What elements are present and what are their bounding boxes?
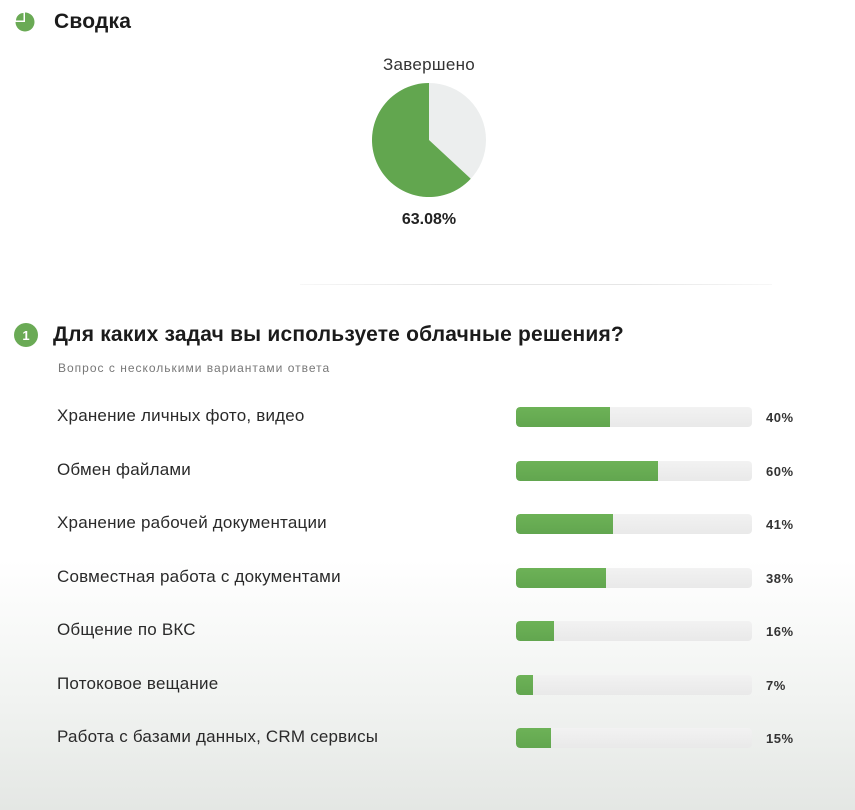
completion-label: Завершено — [382, 55, 476, 74]
answer-percent: 40% — [766, 410, 794, 425]
answer-bar-fill — [516, 514, 613, 534]
answer-bar-fill — [516, 567, 606, 588]
answer-list: Хранение личных фото, видео 40% Обмен фа… — [0, 398, 855, 773]
section-divider — [300, 284, 772, 285]
answer-bar-track — [516, 728, 752, 748]
answer-label: Потоковое вещание — [57, 673, 219, 693]
answer-bar-fill — [516, 407, 611, 427]
completion-percent: 63.08% — [401, 211, 457, 228]
answer-label: Совместная работа с документами — [57, 566, 341, 586]
answer-bar-fill — [516, 460, 658, 481]
answer-label: Хранение рабочей документации — [57, 513, 327, 532]
completion-pie-svg — [372, 83, 486, 197]
answer-row: Хранение рабочей документации 41% — [0, 505, 855, 559]
answer-percent: 7% — [766, 677, 786, 693]
answer-row: Общение по ВКС 16% — [0, 612, 855, 666]
question-title: Для каких задач вы используете облачные … — [53, 323, 624, 346]
answer-percent: 15% — [766, 731, 794, 746]
answer-percent: 41% — [766, 517, 794, 532]
answer-row: Потоковое вещание 7% — [0, 666, 855, 720]
question-header: 1 Для каких задач вы используете облачны… — [14, 323, 624, 347]
answer-row: Совместная работа с документами 38% — [0, 559, 855, 613]
answer-label: Работа с базами данных, CRM сервисы — [57, 727, 379, 746]
answer-row: Обмен файлами 60% — [0, 452, 855, 506]
question-subtitle: Вопрос с несколькими вариантами ответа — [58, 361, 331, 375]
question-number-badge: 1 — [14, 323, 38, 347]
pie-slice-completed — [372, 83, 471, 197]
answer-bar-fill — [516, 674, 533, 695]
answer-bar-track — [516, 460, 752, 481]
completion-pie-chart — [370, 81, 488, 199]
pie-chart-icon — [15, 12, 35, 32]
answer-bar-fill — [516, 728, 552, 748]
answer-bar-track — [516, 674, 752, 695]
answer-bar-fill — [516, 621, 554, 641]
answer-label: Хранение личных фото, видео — [57, 406, 305, 425]
answer-row: Хранение личных фото, видео 40% — [0, 398, 855, 452]
summary-header: Сводка — [14, 10, 131, 34]
answer-bar-track — [516, 407, 752, 427]
answer-percent: 16% — [766, 624, 794, 639]
answer-bar-track — [516, 514, 752, 534]
answer-bar-track — [516, 567, 752, 588]
answer-row: Работа с базами данных, CRM сервисы 15% — [0, 719, 855, 773]
answer-label: Общение по ВКС — [57, 620, 196, 639]
answer-percent: 60% — [766, 463, 794, 479]
answer-label: Обмен файлами — [57, 459, 191, 479]
answer-percent: 38% — [766, 570, 794, 586]
completion-summary: Завершено 63.08% — [300, 55, 558, 229]
answer-bar-track — [516, 621, 752, 641]
summary-title: Сводка — [54, 10, 132, 33]
